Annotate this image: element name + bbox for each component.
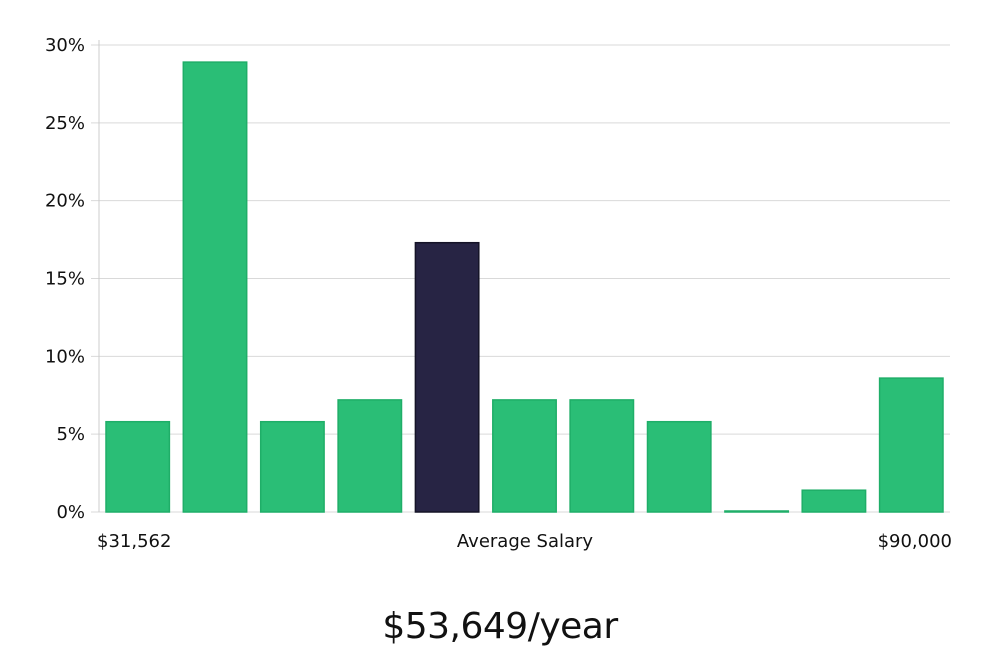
average-salary-value: $53,649/year bbox=[382, 606, 618, 647]
bar-average-salary bbox=[414, 241, 480, 513]
y-tick-label: 15% bbox=[45, 269, 85, 290]
bar bbox=[646, 420, 712, 513]
y-tick-label: 20% bbox=[45, 191, 85, 212]
y-axis-ticks: 0% 5% 10% 15% 20% 25% 30% bbox=[45, 35, 85, 523]
bar bbox=[105, 420, 171, 513]
y-tick-label: 5% bbox=[56, 424, 85, 445]
x-label-min: $31,562 bbox=[97, 531, 171, 552]
bar bbox=[724, 510, 790, 513]
bar bbox=[801, 489, 867, 513]
bars bbox=[105, 61, 944, 513]
bar bbox=[337, 399, 403, 513]
y-tick-label: 30% bbox=[45, 35, 85, 56]
x-label-average: Average Salary bbox=[457, 531, 594, 552]
bar bbox=[569, 399, 635, 513]
bar bbox=[878, 377, 944, 513]
bar bbox=[492, 399, 557, 513]
bar bbox=[259, 420, 325, 513]
y-tick-label: 10% bbox=[45, 346, 85, 367]
y-tick-label: 0% bbox=[56, 502, 85, 523]
x-label-max: $90,000 bbox=[878, 531, 952, 552]
y-tick-label: 25% bbox=[45, 113, 85, 134]
bar bbox=[182, 61, 248, 513]
